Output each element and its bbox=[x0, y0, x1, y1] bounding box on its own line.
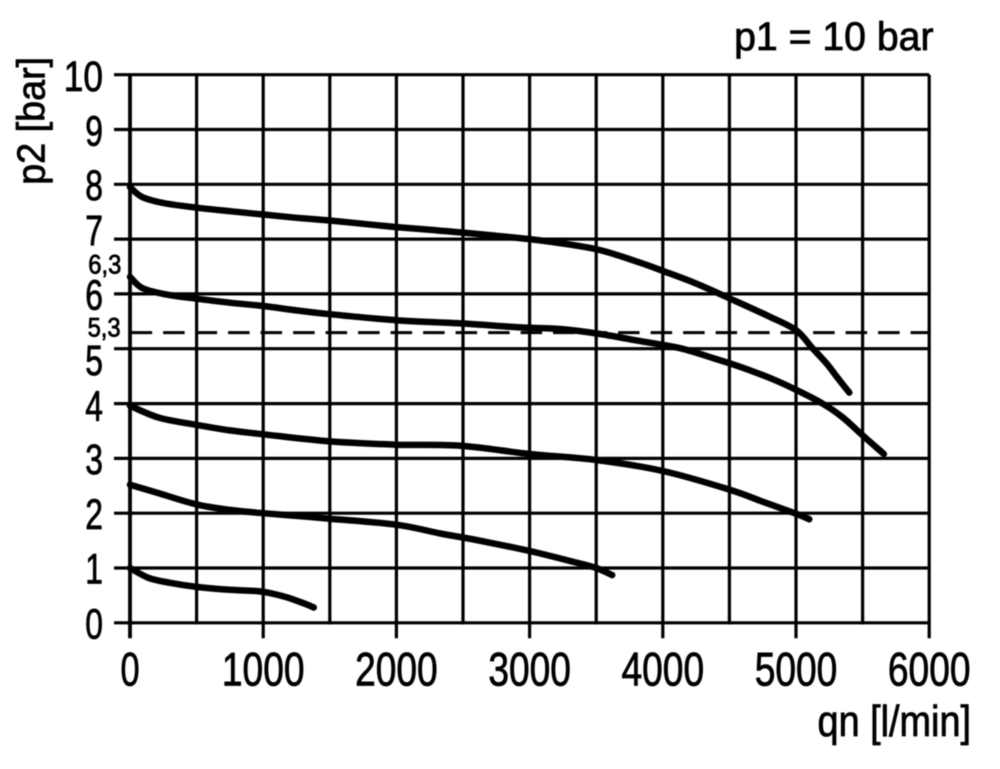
svg-text:6,3: 6,3 bbox=[88, 250, 121, 280]
svg-text:7: 7 bbox=[85, 207, 103, 255]
svg-text:5: 5 bbox=[85, 337, 103, 385]
svg-text:10: 10 bbox=[64, 53, 103, 101]
svg-text:p2 [bar]: p2 [bar] bbox=[11, 57, 53, 185]
svg-text:8: 8 bbox=[85, 162, 103, 210]
svg-text:4000: 4000 bbox=[622, 643, 705, 695]
svg-text:0: 0 bbox=[85, 601, 103, 649]
svg-text:5,3: 5,3 bbox=[88, 313, 121, 343]
svg-text:4: 4 bbox=[85, 383, 103, 431]
svg-text:9: 9 bbox=[85, 108, 103, 156]
svg-text:2000: 2000 bbox=[355, 643, 438, 695]
svg-text:3: 3 bbox=[85, 437, 103, 485]
svg-text:qn [l/min]: qn [l/min] bbox=[818, 696, 971, 745]
svg-text:1: 1 bbox=[85, 546, 103, 594]
svg-text:5000: 5000 bbox=[755, 643, 838, 695]
svg-text:1000: 1000 bbox=[222, 643, 305, 695]
svg-text:0: 0 bbox=[120, 643, 139, 696]
svg-text:2: 2 bbox=[85, 491, 103, 539]
svg-text:p1 = 10 bar: p1 = 10 bar bbox=[734, 15, 933, 59]
svg-text:6: 6 bbox=[85, 272, 103, 320]
svg-text:3000: 3000 bbox=[488, 643, 571, 695]
svg-text:6000: 6000 bbox=[888, 643, 971, 695]
